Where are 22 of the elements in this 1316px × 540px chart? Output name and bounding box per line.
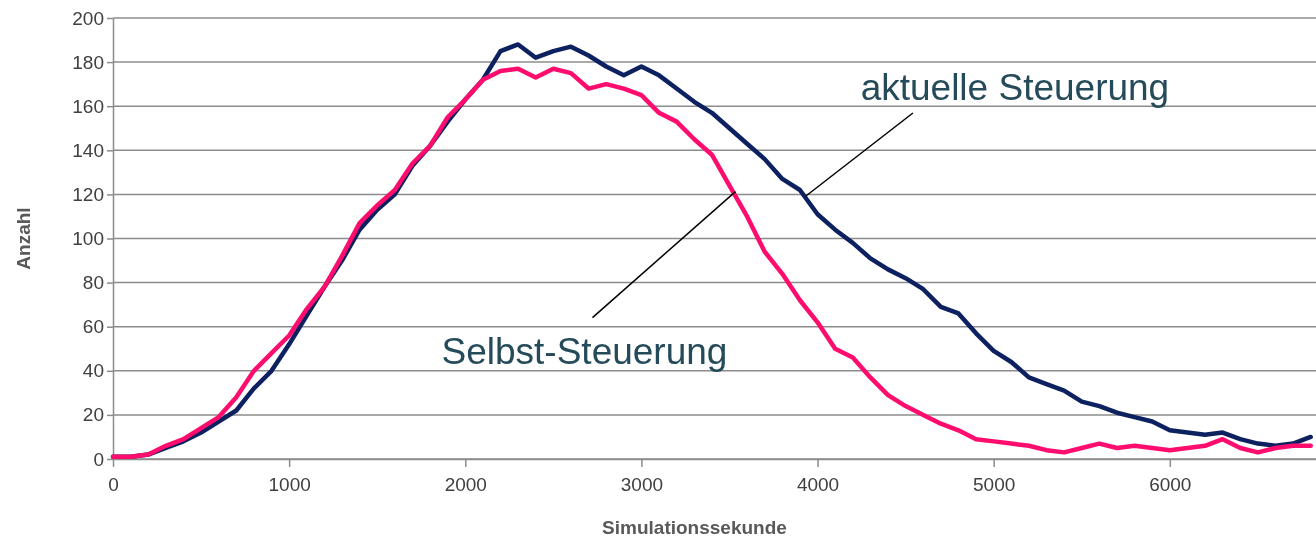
x-tick-label: 2000	[444, 473, 487, 495]
y-axis-title: Anzahl	[13, 207, 34, 270]
y-tick-label: 40	[82, 360, 104, 382]
y-tick-label: 140	[72, 139, 104, 161]
x-axis-title: Simulationssekunde	[602, 517, 787, 538]
x-tick-label: 1000	[268, 473, 311, 495]
y-tick-label: 160	[72, 95, 104, 117]
y-tick-label: 120	[72, 183, 104, 205]
x-tick-label: 6000	[1149, 473, 1192, 495]
y-tick-label: 0	[93, 448, 104, 470]
text: aktuelle Steuerung	[860, 66, 1170, 108]
y-tick-label: 20	[82, 404, 104, 426]
text: Selbst-Steuerung	[441, 330, 728, 372]
x-tick-label: 5000	[973, 473, 1016, 495]
y-tick-label: 60	[82, 316, 104, 338]
y-tick-label: 80	[82, 272, 104, 294]
x-tick-label: 0	[108, 473, 119, 495]
y-tick-label: 180	[72, 51, 104, 73]
y-tick-label: 200	[72, 7, 104, 29]
y-tick-label: 100	[72, 228, 104, 250]
x-tick-label: 3000	[620, 473, 664, 495]
x-tick-label: 4000	[796, 473, 840, 495]
